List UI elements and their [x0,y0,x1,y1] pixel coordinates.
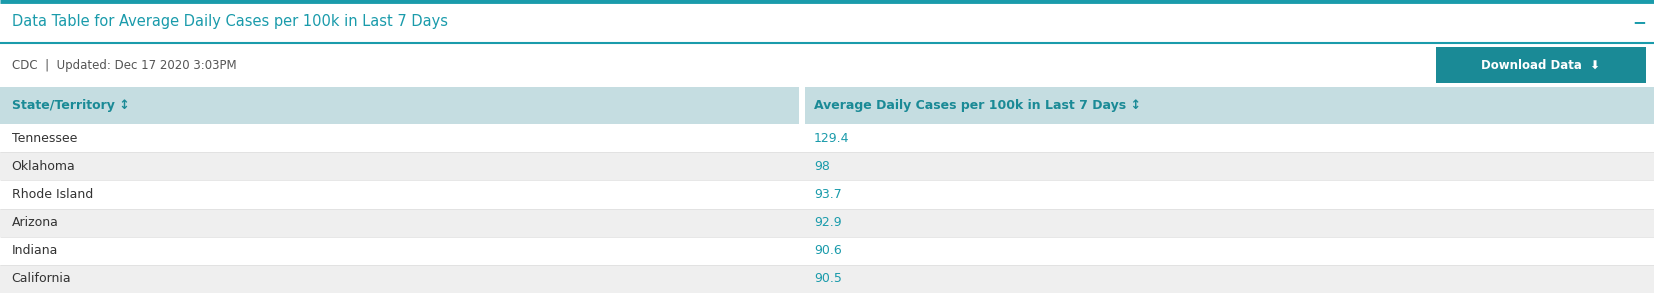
Text: Average Daily Cases per 100k in Last 7 Days ↕: Average Daily Cases per 100k in Last 7 D… [814,99,1141,112]
Text: Oklahoma: Oklahoma [12,160,76,173]
Text: CDC  |  Updated: Dec 17 2020 3:03PM: CDC | Updated: Dec 17 2020 3:03PM [12,59,237,71]
Text: Tennessee: Tennessee [12,132,78,145]
Text: 92.9: 92.9 [814,216,842,229]
FancyBboxPatch shape [1436,47,1646,83]
Bar [0,124,1654,152]
Text: Download Data  ⬇: Download Data ⬇ [1482,59,1599,71]
Bar [0,265,1654,293]
Text: 90.6: 90.6 [814,244,842,257]
Bar [0,180,1654,209]
Text: 129.4: 129.4 [814,132,849,145]
Text: −: − [1632,13,1646,31]
Bar [0,237,1654,265]
Text: California: California [12,272,71,285]
Text: 98: 98 [814,160,830,173]
Text: 90.5: 90.5 [814,272,842,285]
Bar [799,87,805,124]
Bar [0,152,1654,180]
Bar [0,87,1654,124]
Text: 93.7: 93.7 [814,188,842,201]
Bar [802,87,1654,124]
Text: Rhode Island: Rhode Island [12,188,93,201]
Text: Indiana: Indiana [12,244,58,257]
Bar [0,87,799,124]
Text: Arizona: Arizona [12,216,58,229]
Text: Data Table for Average Daily Cases per 100k in Last 7 Days: Data Table for Average Daily Cases per 1… [12,14,448,29]
Bar [0,209,1654,237]
Text: State/Territory ↕: State/Territory ↕ [12,99,129,112]
